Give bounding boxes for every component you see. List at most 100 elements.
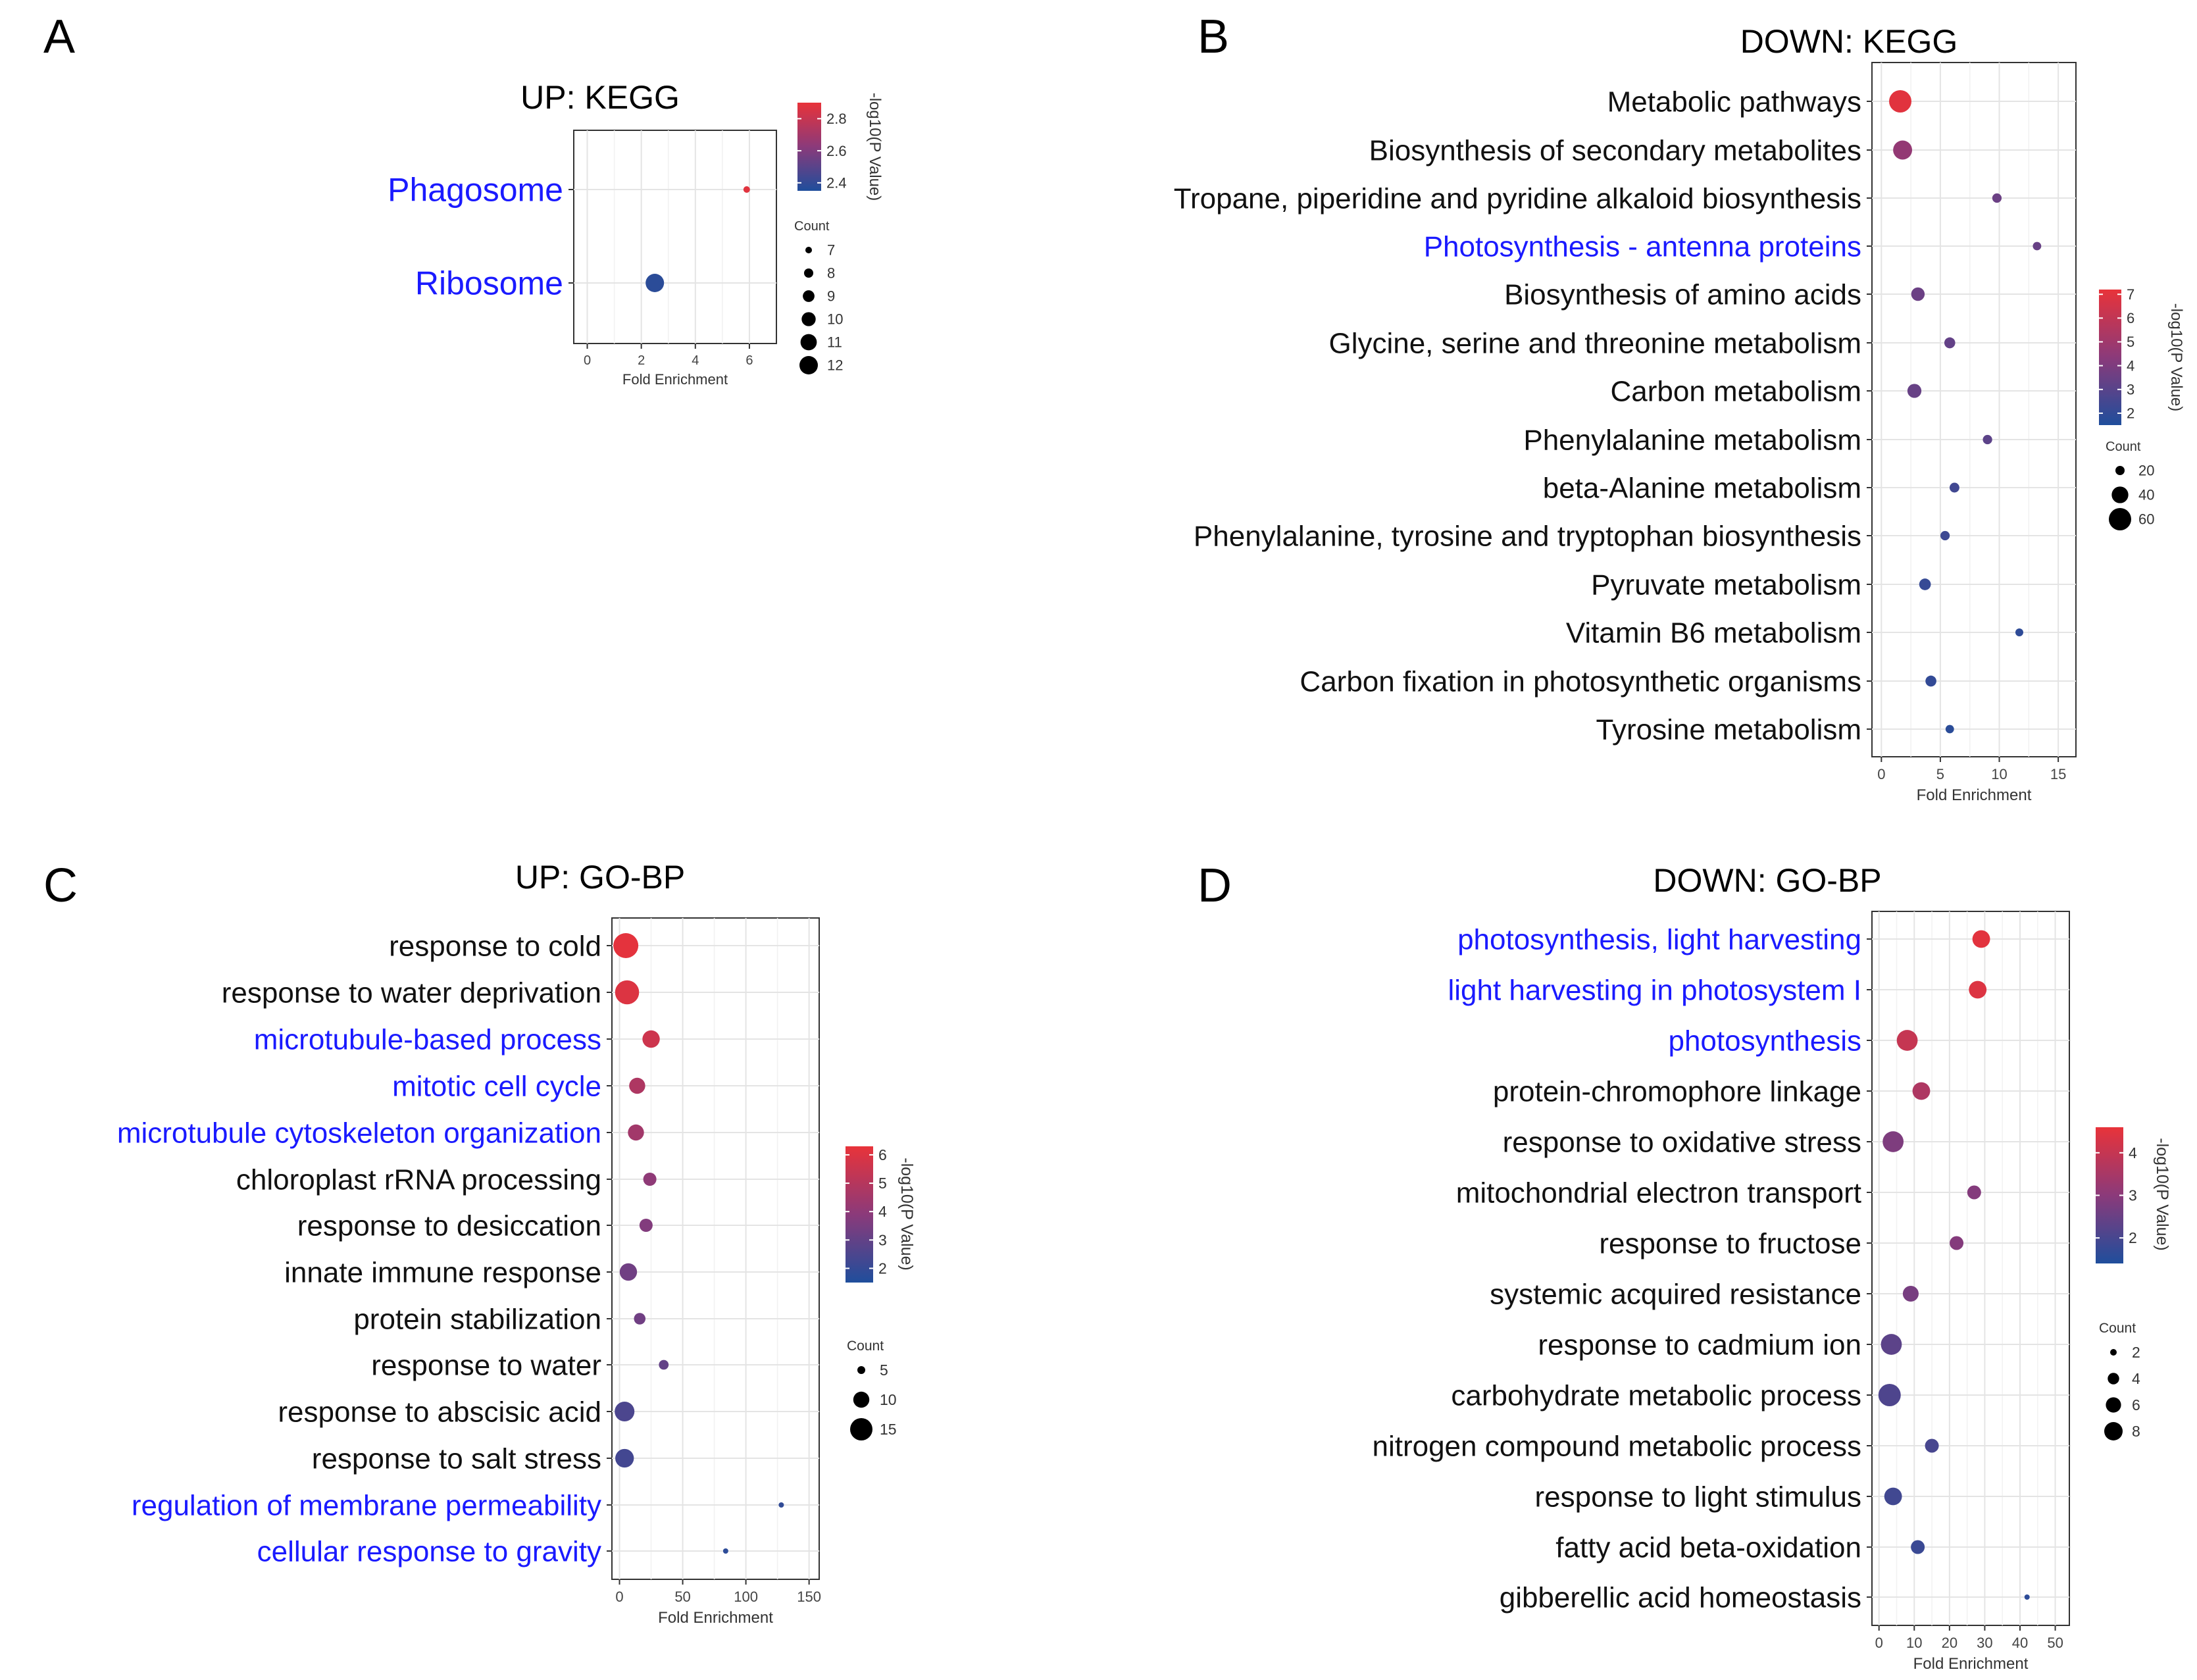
- colorbar-tick-label: 2.8: [826, 111, 847, 127]
- data-point: [1950, 1236, 1964, 1250]
- data-point: [1982, 434, 1992, 445]
- size-legend-label: 15: [880, 1421, 897, 1438]
- data-point: [1907, 384, 1922, 398]
- data-point: [615, 980, 640, 1005]
- data-point: [634, 1313, 646, 1325]
- data-point: [643, 1172, 657, 1186]
- size-legend-dot: [799, 356, 818, 374]
- data-point: [1944, 337, 1956, 349]
- y-tick-label: photosynthesis, light harvesting: [1457, 923, 1861, 955]
- colorbar-tick-label: 2: [2127, 405, 2134, 422]
- y-tick-label: Tropane, piperidine and pyridine alkaloi…: [1174, 182, 1861, 215]
- chart-title: UP: GO-BP: [515, 859, 685, 896]
- x-tick-label: 50: [2047, 1635, 2063, 1651]
- y-tick-label: Carbon metabolism: [1611, 375, 1862, 407]
- y-tick-label: response to abscisic acid: [278, 1396, 601, 1428]
- plot-area: [573, 130, 777, 344]
- colorbar-tick-label: 4: [2129, 1144, 2137, 1161]
- y-tick-label: Metabolic pathways: [1607, 86, 1861, 118]
- size-legend-label: 8: [827, 265, 835, 282]
- size-legend-title: Count: [2106, 440, 2141, 454]
- colorbar-tick-label: 3: [878, 1231, 887, 1248]
- size-legend-label: 10: [880, 1391, 897, 1408]
- x-tick-label: 100: [734, 1589, 758, 1605]
- x-axis-label: Fold Enrichment: [1917, 786, 2032, 804]
- data-point: [778, 1502, 784, 1508]
- y-tick-label: Ribosome: [415, 265, 563, 302]
- x-tick-label: 50: [674, 1589, 690, 1605]
- data-point: [2033, 242, 2042, 251]
- size-legend-label: 9: [827, 288, 835, 305]
- colorbar-tick-label: 3: [2129, 1187, 2137, 1204]
- chart-title: UP: KEGG: [520, 79, 680, 116]
- y-tick-label: Phenylalanine, tyrosine and tryptophan b…: [1194, 520, 1861, 552]
- panel-letter: B: [1198, 11, 1229, 63]
- size-legend-title: Count: [2099, 1321, 2136, 1336]
- y-tick-label: protein-chromophore linkage: [1493, 1075, 1861, 1107]
- plot-area: [611, 917, 820, 1580]
- data-point: [642, 1030, 660, 1048]
- data-point: [645, 274, 665, 292]
- y-tick-label: response to water deprivation: [222, 977, 601, 1009]
- y-tick-label: Tyrosine metabolism: [1596, 713, 1861, 746]
- size-legend-label: 12: [827, 357, 843, 374]
- size-legend-label: 8: [2132, 1423, 2140, 1440]
- panel-a: A UP: KEGG 0 2 4 6 Fold Enrichment Phagosome Rib…: [43, 11, 884, 388]
- y-tick-label: microtubule-based process: [254, 1023, 601, 1056]
- colorbar-tick-label: 2.6: [826, 143, 847, 159]
- y-tick-label: response to desiccation: [297, 1209, 601, 1242]
- y-tick-label: Biosynthesis of secondary metabolites: [1369, 134, 1861, 166]
- colorbar: [846, 1146, 873, 1283]
- size-legend-dot: [2111, 486, 2129, 503]
- y-tick-label: Vitamin B6 metabolism: [1566, 617, 1861, 649]
- colorbar-tick-label: 3: [2127, 381, 2134, 397]
- x-tick-label: 0: [1875, 1635, 1883, 1651]
- size-legend-dot: [2110, 1349, 2117, 1356]
- y-tick-label: fatty acid beta-oxidation: [1555, 1531, 1861, 1564]
- y-tick-label: Phenylalanine metabolism: [1523, 424, 1861, 456]
- data-point: [1925, 1438, 1939, 1453]
- panel-c: C UP: GO-BP 0 50 100 150 Fold Enrichment respon…: [43, 859, 916, 1627]
- x-tick-label: 6: [745, 353, 753, 368]
- data-point: [1881, 1334, 1902, 1355]
- y-tick-label: microtubule cytoskeleton organization: [117, 1117, 601, 1149]
- data-point: [722, 1548, 728, 1554]
- data-point: [1893, 140, 1913, 160]
- x-axis-label: Fold Enrichment: [658, 1609, 773, 1627]
- gridlines: [574, 130, 776, 344]
- size-legend-dot: [2109, 508, 2131, 530]
- data-point: [615, 1448, 634, 1468]
- size-legend-label: 7: [827, 242, 835, 259]
- size-legend-dot: [803, 290, 815, 302]
- x-tick-label: 10: [1991, 766, 2007, 782]
- size-legend-dot: [857, 1366, 865, 1374]
- y-tick-label: mitotic cell cycle: [392, 1070, 601, 1102]
- data-point: [1896, 1030, 1918, 1051]
- colorbar-tick-label: 2: [2129, 1229, 2137, 1246]
- x-tick-label: 4: [692, 353, 699, 368]
- size-legend-label: 4: [2132, 1370, 2140, 1387]
- size-legend-dot: [805, 247, 812, 253]
- size-legend-label: 5: [880, 1362, 888, 1379]
- size-legend-title: Count: [847, 1338, 884, 1354]
- chart-title: DOWN: GO-BP: [1653, 862, 1881, 899]
- chart-title: DOWN: KEGG: [1740, 23, 1958, 60]
- size-legend-label: 11: [827, 334, 842, 351]
- x-tick-label: 0: [615, 1589, 623, 1605]
- data-point: [1949, 482, 1959, 493]
- data-point: [1972, 930, 1990, 948]
- data-point: [1940, 530, 1950, 541]
- x-tick-label: 30: [1977, 1635, 1992, 1651]
- colorbar-title: -log10(P Value): [866, 93, 884, 201]
- y-tick-label: Biosynthesis of amino acids: [1504, 278, 1861, 311]
- data-point: [1878, 1384, 1901, 1406]
- size-legend-dot: [2108, 1373, 2119, 1385]
- data-point: [1945, 725, 1954, 734]
- y-tick-label: Carbon fixation in photosynthetic organi…: [1300, 665, 1861, 698]
- size-legend-dot: [2115, 466, 2125, 475]
- x-tick-label: 15: [2050, 766, 2066, 782]
- x-tick-label: 5: [1936, 766, 1944, 782]
- size-legend-dot: [850, 1418, 872, 1440]
- colorbar-title: -log10(P Value): [2153, 1138, 2171, 1250]
- y-tick-label: cellular response to gravity: [257, 1535, 601, 1567]
